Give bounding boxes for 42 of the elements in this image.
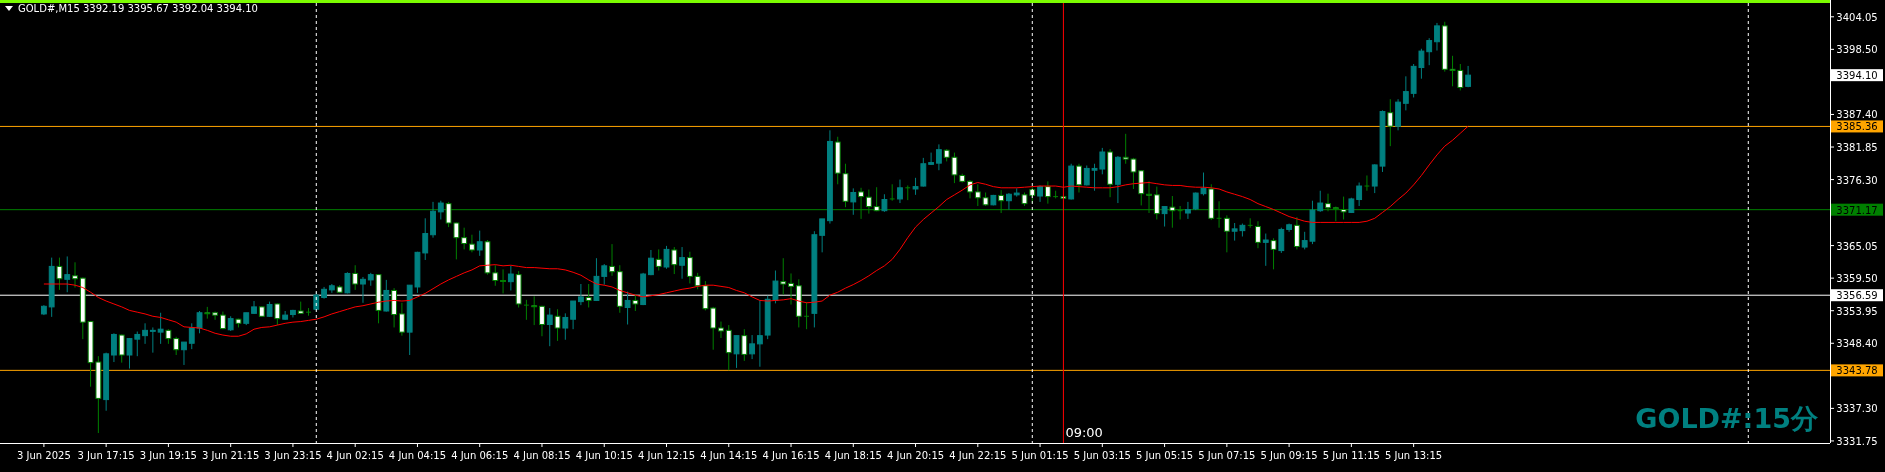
x-tick-label: 4 Jun 16:15 [762,450,820,461]
ref-line-label: 3343.78 [1836,365,1878,377]
y-tick-label: 3376.30 [1836,174,1878,186]
text: 3394.10 [1836,70,1878,82]
y-tick-label: 3404.05 [1836,11,1878,23]
x-tick-label: 4 Jun 04:15 [388,450,447,461]
x-tick-label: 4 Jun 18:15 [824,450,882,461]
x-tick-label: 4 Jun 14:15 [700,450,758,461]
x-tick-label: 3 Jun 2025 [16,450,71,461]
y-tick-label: 3398.50 [1836,44,1878,56]
x-tick-label: 4 Jun 08:15 [513,450,571,461]
x-tick-label: 4 Jun 02:15 [326,450,384,461]
ref-line-label: 3385.36 [1836,121,1878,133]
x-tick-label: 5 Jun 05:15 [1136,450,1194,461]
y-tick-label: 3353.95 [1836,305,1878,317]
y-tick-label: 3337.30 [1836,403,1878,415]
x-tick-label: 3 Jun 23:15 [264,450,322,461]
chart-title: GOLD#,M15 3392.19 3395.67 3392.04 3394.10 [18,3,258,14]
x-tick-label: 5 Jun 01:15 [1011,450,1069,461]
y-tick-label: 3331.75 [1836,435,1878,447]
x-tick-label: 4 Jun 10:15 [575,450,633,461]
x-tick-label: 4 Jun 12:15 [637,450,696,461]
x-tick-label: 5 Jun 11:15 [1322,450,1380,461]
y-tick-label: 3381.85 [1836,142,1878,154]
text: GOLD#:15分 [1635,403,1818,434]
x-tick-label: 4 Jun 20:15 [886,450,945,461]
x-tick-label: 5 Jun 07:15 [1198,450,1256,461]
x-tick-label: 4 Jun 06:15 [451,450,509,461]
y-tick-label: 3365.05 [1836,240,1878,252]
ref-line-label: 3371.17 [1836,204,1878,216]
annotation: 09:00 [1065,425,1103,440]
x-tick-label: 5 Jun 09:15 [1260,450,1318,461]
x-tick-label: 3 Jun 21:15 [202,450,260,461]
x-tick-label: 4 Jun 22:15 [949,450,1007,461]
y-tick-label: 3387.40 [1836,109,1878,121]
y-tick-label: 3359.50 [1836,273,1878,285]
x-tick-label: 3 Jun 17:15 [77,450,135,461]
ref-line-label: 3356.59 [1836,290,1878,302]
x-tick-label: 3 Jun 19:15 [139,450,197,461]
x-tick-label: 5 Jun 03:15 [1073,450,1131,461]
x-tick-label: 5 Jun 13:15 [1385,450,1443,461]
y-tick-label: 3348.40 [1836,338,1878,350]
